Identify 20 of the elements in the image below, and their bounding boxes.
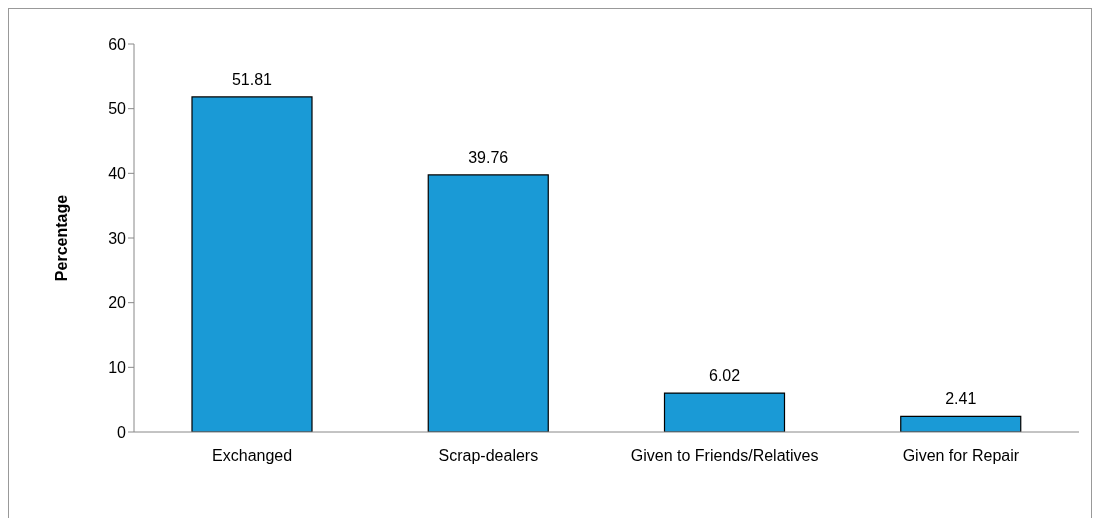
data-label: 2.41: [945, 390, 977, 408]
bar: [427, 174, 549, 432]
y-tick-label: 60: [108, 35, 127, 53]
data-label: 39.76: [468, 148, 509, 166]
y-tick-label: 30: [108, 229, 127, 247]
bar: [191, 96, 313, 432]
y-tick-label: 0: [117, 423, 127, 441]
y-tick-label: 10: [108, 359, 127, 377]
x-tick-label: Given for Repair: [902, 447, 1020, 465]
x-tick-label: Exchanged: [212, 447, 293, 465]
y-tick-label: 20: [108, 294, 127, 312]
bar: [900, 415, 1022, 432]
x-tick-label: Scrap-dealers: [438, 447, 539, 465]
y-tick-label: 40: [108, 165, 127, 183]
data-label: 51.81: [231, 70, 273, 88]
y-axis-title: Percentage: [52, 194, 70, 282]
data-label: 6.02: [708, 367, 741, 385]
bar: [663, 392, 786, 432]
y-tick-label: 50: [108, 100, 127, 118]
x-tick-label: Given to Friends/Relatives: [630, 447, 819, 465]
